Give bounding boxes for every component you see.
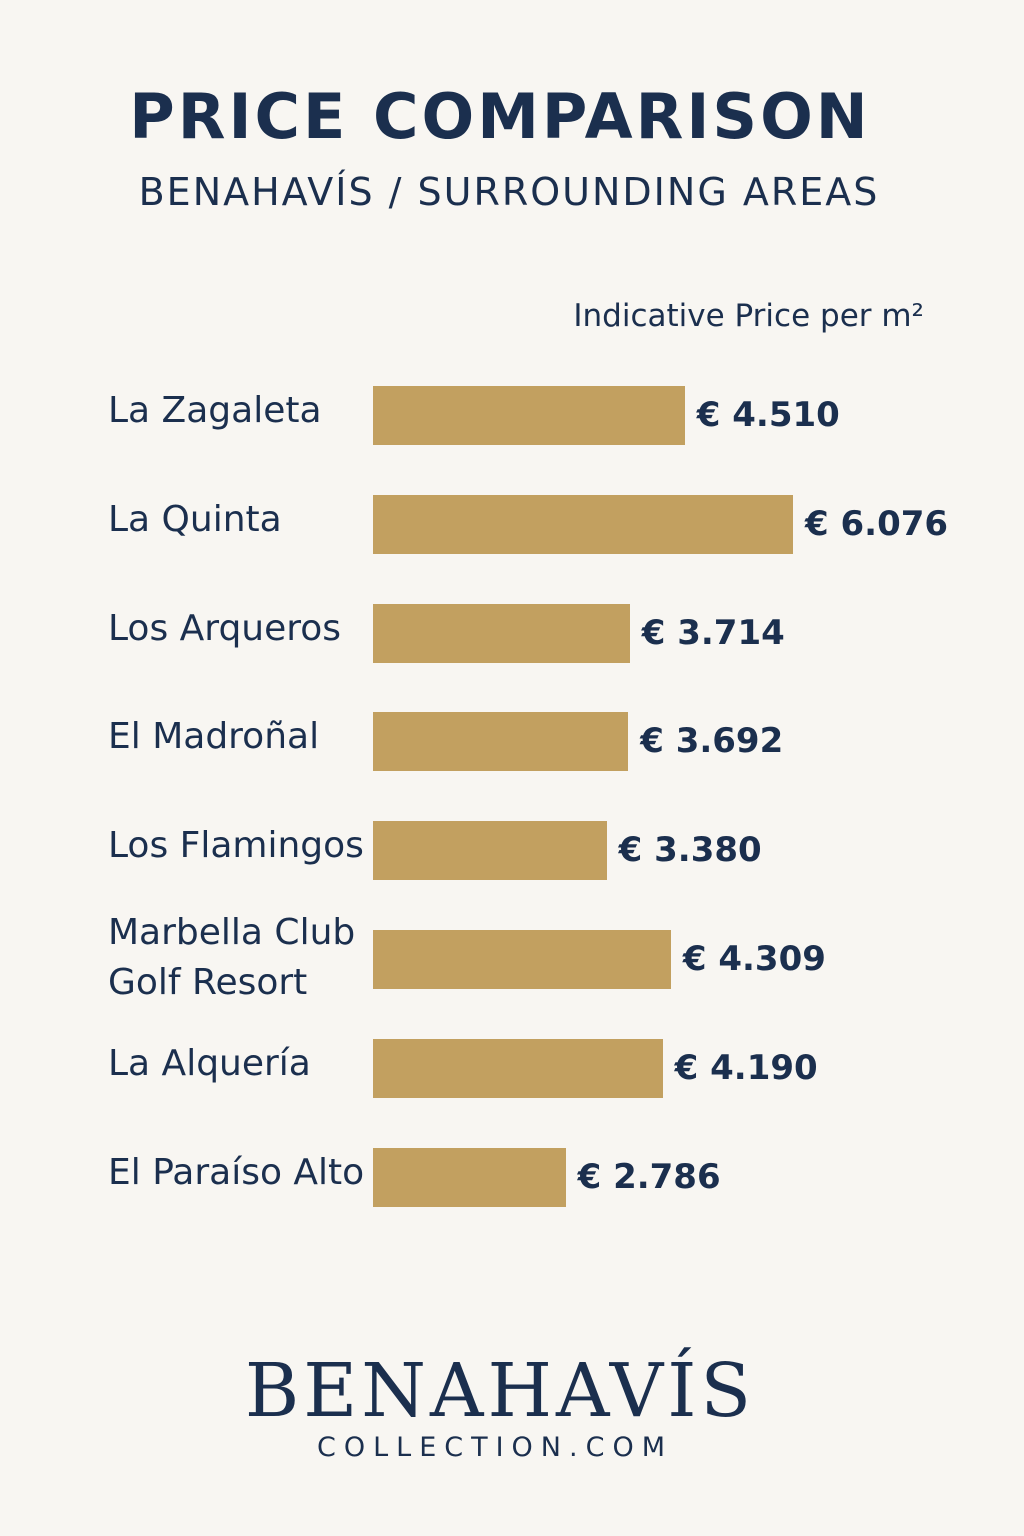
bar (373, 1038, 663, 1098)
bar (373, 386, 685, 445)
category-label: El Madroñal (108, 716, 320, 758)
value-axis-label: Indicative Price per m² (573, 298, 924, 334)
value-label: € 3.714 (641, 612, 785, 653)
value-label: € 6.076 (805, 503, 949, 544)
bar-row: Marbella Club Golf Resort € 4.309 (0, 912, 1024, 1003)
brand-website: COLLECTION.COM (317, 1432, 673, 1463)
bar (373, 821, 607, 881)
bar-row: La Zagaleta € 4.510 (0, 386, 1024, 446)
value-label: € 4.510 (696, 395, 840, 435)
category-label: El Paraíso Alto (108, 1151, 365, 1193)
value-label: € 4.190 (674, 1047, 818, 1088)
category-label: Los Flamingos (108, 825, 364, 867)
value-label: € 3.380 (618, 830, 762, 871)
bar-row: La Quinta € 6.076 (0, 494, 1024, 555)
bar-row: La Alquería € 4.190 (0, 1038, 1024, 1099)
bar (373, 1147, 566, 1207)
category-label: Marbella Club Golf Resort (108, 912, 356, 1003)
bar-row: Los Flamingos € 3.380 (0, 821, 1024, 881)
category-label: La Zagaleta (108, 390, 322, 431)
category-label: La Alquería (108, 1042, 311, 1084)
bar-row: Los Arqueros € 3.714 (0, 603, 1024, 664)
bar-row: El Madroñal € 3.692 (0, 712, 1024, 772)
value-label: € 3.692 (640, 721, 784, 762)
chart-subtitle: BENAHAVÍS / SURROUNDING AREAS (138, 170, 880, 214)
category-label: Los Arqueros (108, 607, 342, 649)
bar (373, 712, 629, 772)
bar (373, 930, 671, 989)
chart-title: PRICE COMPARISON (129, 80, 871, 153)
bar (373, 603, 630, 663)
brand-logo: BENAHAVÍS (244, 1348, 756, 1434)
bar-row: El Paraíso Alto € 2.786 (0, 1147, 1024, 1208)
category-label: La Quinta (108, 498, 282, 540)
value-label: € 4.309 (682, 939, 826, 979)
bar (373, 494, 793, 554)
value-label: € 2.786 (577, 1156, 721, 1197)
